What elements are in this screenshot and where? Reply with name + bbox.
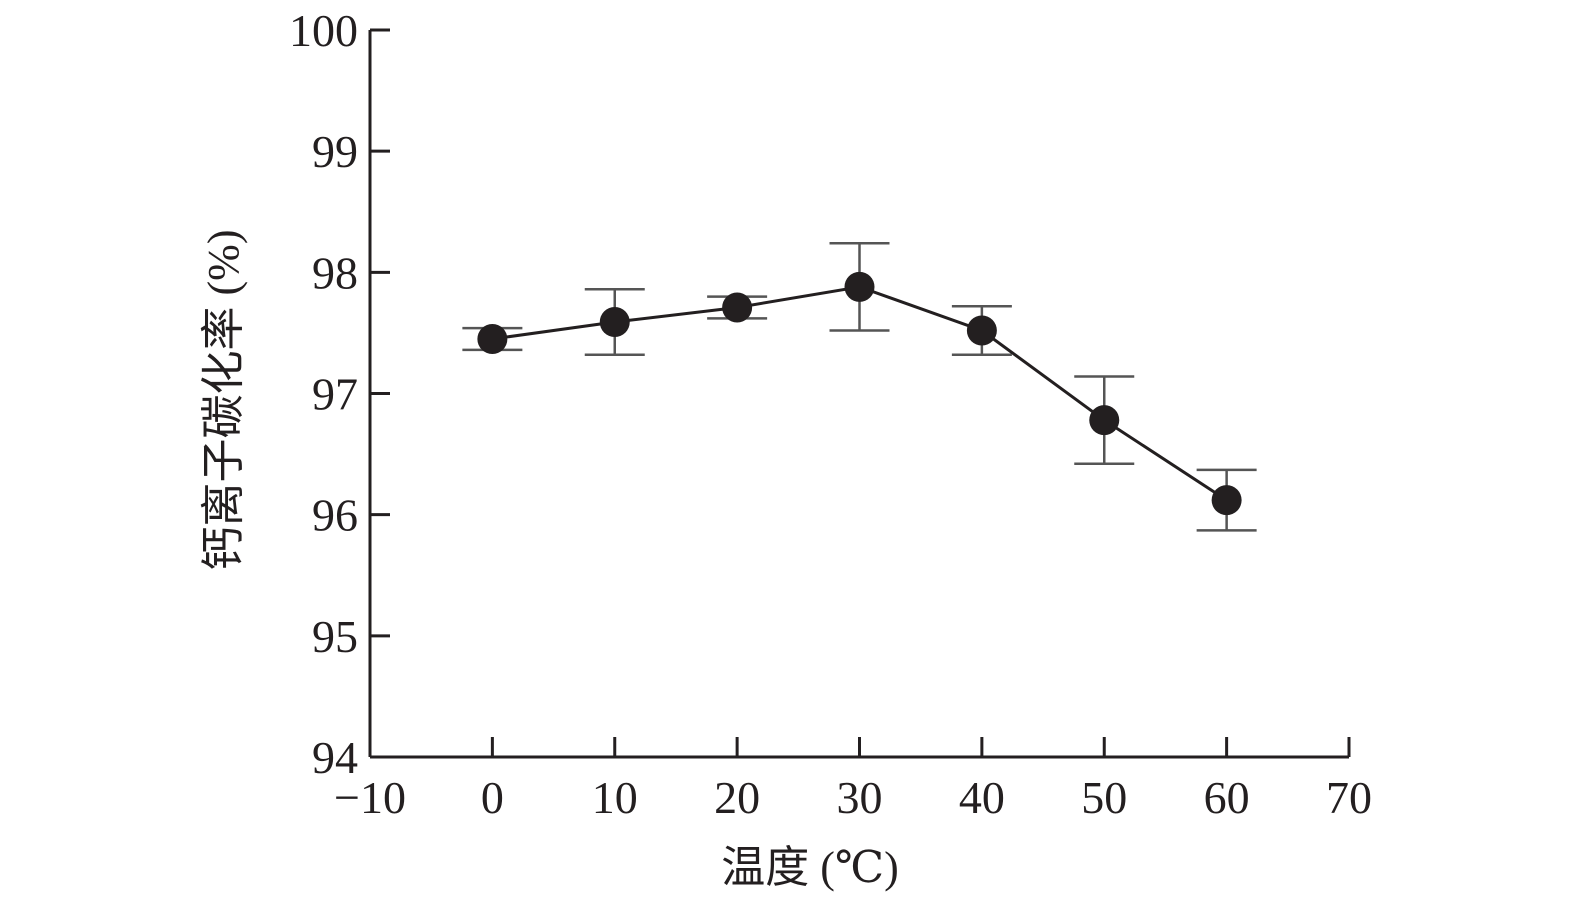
y-tick-label: 98 [312, 247, 358, 298]
data-point [1089, 405, 1120, 436]
axes [368, 28, 1351, 759]
x-tick-label: 50 [1081, 772, 1127, 823]
y-tick-label: 95 [312, 611, 358, 662]
x-tick-label: 20 [714, 772, 760, 823]
data-points [477, 271, 1242, 516]
data-point [599, 307, 630, 338]
y-tick-label: 97 [312, 369, 358, 420]
x-tick-label: 10 [592, 772, 638, 823]
data-point [722, 292, 753, 323]
data-point [844, 271, 875, 302]
x-axis-title: 温度 (℃) [721, 843, 899, 892]
y-axis-title: 钙离子碳化率 (%) [199, 230, 248, 571]
data-point [1211, 485, 1242, 516]
y-tick-label: 96 [312, 490, 358, 541]
x-tick-label: 60 [1204, 772, 1250, 823]
x-tick-label: 70 [1326, 772, 1372, 823]
y-tick-label: 100 [289, 5, 358, 56]
x-tick-label: 40 [959, 772, 1005, 823]
tick-labels: 94 95 96 97 98 99 100 −10 0 10 20 30 40 50 60 70 [289, 5, 1372, 823]
x-tick-label: 0 [481, 772, 504, 823]
data-point [477, 323, 508, 354]
y-tick-label: 99 [312, 126, 358, 177]
x-tick-label: 30 [837, 772, 883, 823]
y-tick-label: 94 [312, 732, 358, 783]
data-point [966, 315, 997, 346]
x-tick-label: −10 [334, 772, 406, 823]
